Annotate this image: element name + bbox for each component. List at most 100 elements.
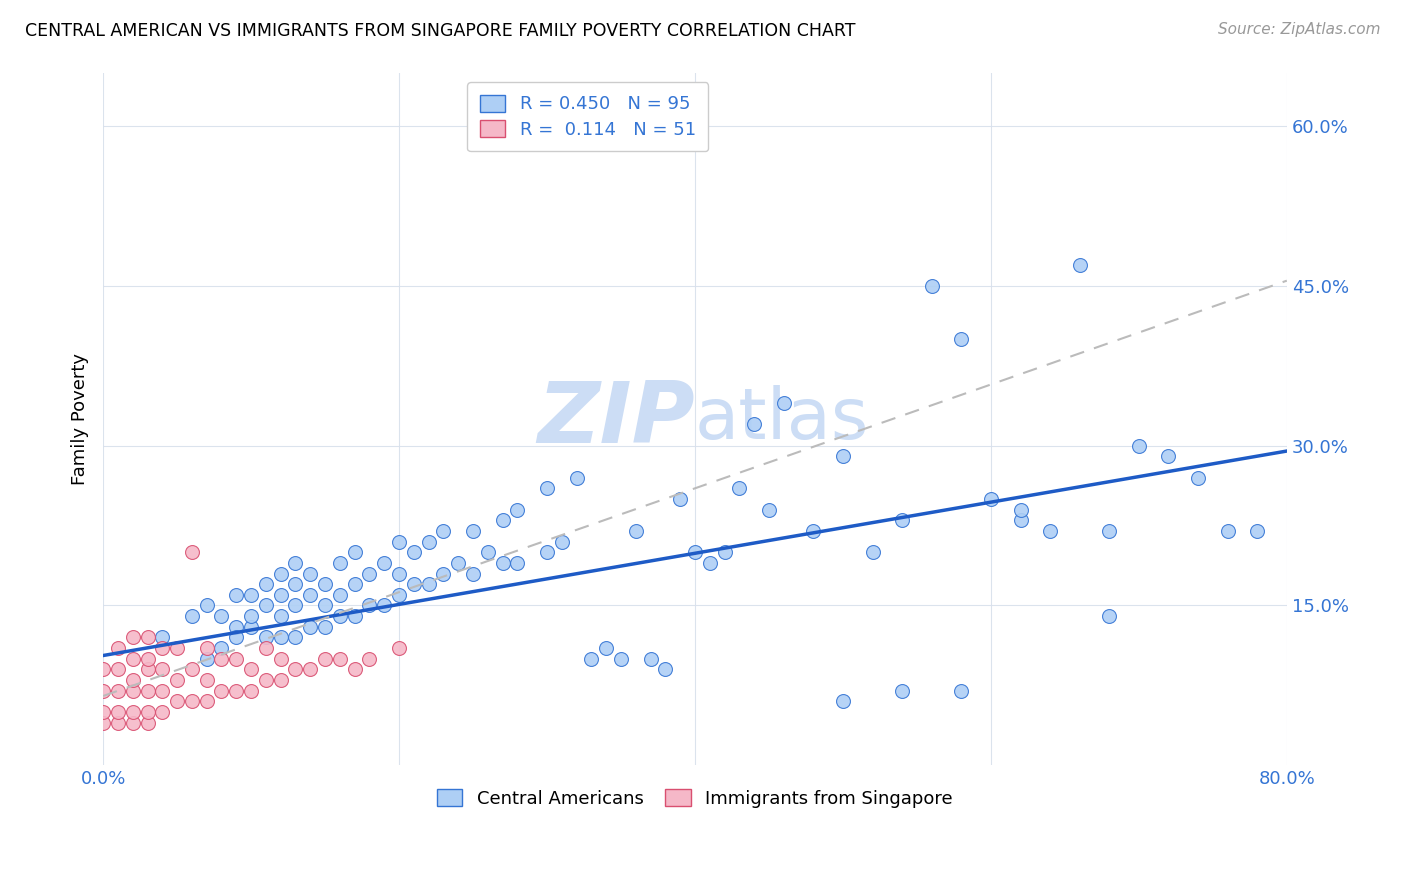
Point bbox=[254, 631, 277, 645]
Point bbox=[461, 566, 484, 581]
Legend: Central Americans, Immigrants from Singapore: Central Americans, Immigrants from Singa… bbox=[430, 781, 960, 815]
Point bbox=[1098, 609, 1121, 624]
Point bbox=[1010, 513, 1032, 527]
Point bbox=[536, 545, 558, 559]
Point bbox=[270, 673, 292, 687]
Point bbox=[491, 556, 513, 570]
Point bbox=[180, 545, 202, 559]
Point bbox=[91, 683, 114, 698]
Point bbox=[640, 651, 662, 665]
Point bbox=[1098, 524, 1121, 538]
Point bbox=[121, 705, 143, 719]
Point bbox=[270, 588, 292, 602]
Point bbox=[225, 651, 247, 665]
Point bbox=[180, 609, 202, 624]
Point bbox=[669, 491, 692, 506]
Point bbox=[121, 651, 143, 665]
Text: CENTRAL AMERICAN VS IMMIGRANTS FROM SINGAPORE FAMILY POVERTY CORRELATION CHART: CENTRAL AMERICAN VS IMMIGRANTS FROM SING… bbox=[25, 22, 856, 40]
Point bbox=[1128, 439, 1150, 453]
Point bbox=[240, 588, 263, 602]
Point bbox=[595, 641, 617, 656]
Point bbox=[225, 588, 247, 602]
Point bbox=[240, 620, 263, 634]
Point bbox=[1187, 471, 1209, 485]
Point bbox=[432, 524, 454, 538]
Point bbox=[107, 683, 129, 698]
Point bbox=[581, 651, 603, 665]
Point bbox=[432, 566, 454, 581]
Point bbox=[180, 662, 202, 676]
Point bbox=[121, 631, 143, 645]
Point bbox=[506, 556, 529, 570]
Point bbox=[150, 705, 173, 719]
Point bbox=[343, 609, 366, 624]
Point bbox=[373, 599, 395, 613]
Point bbox=[980, 491, 1002, 506]
Point bbox=[254, 673, 277, 687]
Point bbox=[150, 662, 173, 676]
Point bbox=[329, 651, 352, 665]
Point bbox=[506, 502, 529, 516]
Point bbox=[107, 641, 129, 656]
Point bbox=[299, 662, 322, 676]
Point bbox=[447, 556, 470, 570]
Point bbox=[136, 651, 159, 665]
Point bbox=[195, 651, 218, 665]
Point bbox=[343, 662, 366, 676]
Point bbox=[329, 588, 352, 602]
Point bbox=[150, 631, 173, 645]
Point bbox=[388, 534, 411, 549]
Point bbox=[299, 588, 322, 602]
Point bbox=[121, 715, 143, 730]
Point bbox=[284, 631, 307, 645]
Point bbox=[359, 566, 381, 581]
Point bbox=[299, 566, 322, 581]
Text: ZIP: ZIP bbox=[537, 377, 695, 460]
Point bbox=[91, 662, 114, 676]
Y-axis label: Family Poverty: Family Poverty bbox=[72, 353, 89, 485]
Point bbox=[284, 577, 307, 591]
Point bbox=[728, 481, 751, 495]
Point bbox=[284, 556, 307, 570]
Point bbox=[270, 631, 292, 645]
Point bbox=[284, 599, 307, 613]
Point bbox=[195, 694, 218, 708]
Point bbox=[195, 599, 218, 613]
Point bbox=[891, 513, 914, 527]
Point bbox=[654, 662, 676, 676]
Point bbox=[551, 534, 574, 549]
Point bbox=[180, 694, 202, 708]
Point bbox=[388, 566, 411, 581]
Point bbox=[461, 524, 484, 538]
Point bbox=[772, 396, 794, 410]
Point bbox=[150, 641, 173, 656]
Point bbox=[136, 705, 159, 719]
Point bbox=[891, 683, 914, 698]
Point bbox=[758, 502, 780, 516]
Point bbox=[91, 705, 114, 719]
Point bbox=[195, 673, 218, 687]
Point bbox=[314, 599, 336, 613]
Point bbox=[402, 577, 425, 591]
Point bbox=[359, 651, 381, 665]
Point bbox=[136, 631, 159, 645]
Point bbox=[299, 620, 322, 634]
Point bbox=[211, 641, 233, 656]
Point bbox=[343, 545, 366, 559]
Point bbox=[950, 332, 973, 346]
Point bbox=[388, 641, 411, 656]
Point bbox=[402, 545, 425, 559]
Point bbox=[254, 599, 277, 613]
Point bbox=[136, 662, 159, 676]
Point bbox=[314, 577, 336, 591]
Point bbox=[1069, 258, 1091, 272]
Point bbox=[240, 609, 263, 624]
Point bbox=[240, 662, 263, 676]
Text: atlas: atlas bbox=[695, 384, 869, 454]
Point bbox=[166, 641, 188, 656]
Point bbox=[418, 534, 440, 549]
Point bbox=[477, 545, 499, 559]
Point bbox=[270, 651, 292, 665]
Point bbox=[150, 683, 173, 698]
Point bbox=[832, 694, 855, 708]
